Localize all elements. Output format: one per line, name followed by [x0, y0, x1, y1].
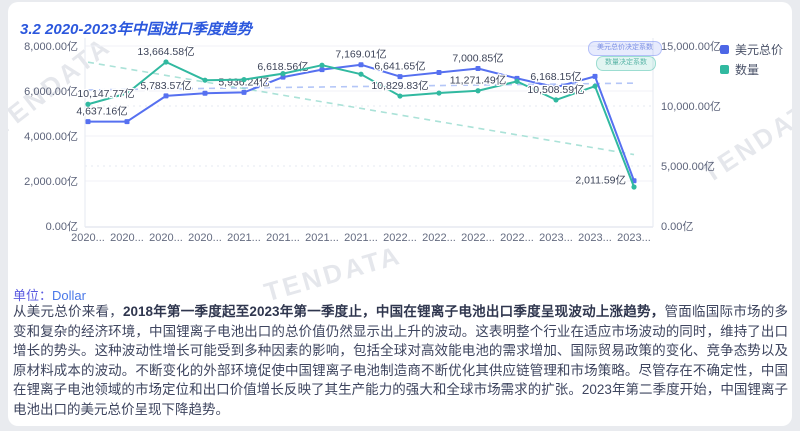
data-point: [163, 59, 169, 65]
data-label: 7,000.85亿: [452, 51, 503, 64]
analysis-paragraph: 从美元总价来看，2018年第一季度起至2023年第一季度止，中国在锂离子电池出口…: [13, 302, 788, 419]
data-point: [358, 62, 364, 68]
legend-label-usd: 美元总价: [735, 42, 784, 57]
data-label: 10,829.83亿: [371, 79, 428, 92]
data-label: 6,168.15亿: [530, 70, 581, 83]
analysis-prefix: 从美元总价来看，: [13, 304, 123, 319]
unit-label: 单位：: [13, 288, 53, 303]
data-point: [85, 101, 91, 107]
data-point: [397, 93, 403, 99]
left-axis-tick: 0.00亿: [46, 220, 78, 233]
data-point: [553, 84, 559, 90]
data-point: [163, 93, 169, 99]
x-axis-tick: 2020...: [188, 232, 222, 244]
data-point: [592, 73, 598, 79]
data-point: [124, 119, 130, 125]
data-point: [202, 90, 208, 96]
data-point: [631, 184, 637, 190]
data-point: [592, 83, 598, 89]
x-axis-tick: 2021...: [344, 232, 378, 244]
usd-legend-swatch: [720, 44, 729, 54]
left-axis-tick: 8,000.00亿: [24, 40, 78, 53]
left-axis-tick: 2,000.00亿: [24, 175, 78, 188]
x-axis-tick: 2020...: [149, 232, 183, 244]
data-label: 7,169.01亿: [335, 48, 386, 61]
x-axis-tick: 2023...: [617, 232, 651, 244]
x-axis-tick: 2021...: [266, 232, 300, 244]
legend-label-quantity: 数量: [735, 62, 760, 77]
data-point: [436, 70, 442, 76]
quantity-trendline-chip[interactable]: 数量决定系数: [596, 56, 656, 71]
data-point: [85, 119, 91, 125]
trend-chart: 8,000.00亿 6,000.00亿 4,000.00亿 2,000.00亿 0.00…: [24, 38, 721, 244]
data-label: 4,637.16亿: [76, 105, 127, 118]
x-axis-tick: 2023...: [578, 232, 612, 244]
x-axis-tick: 2020...: [110, 232, 144, 244]
legend-item-usd[interactable]: 美元总价: [720, 42, 784, 57]
data-label: 5,783.57亿: [140, 79, 191, 92]
x-axis-tick: 2021...: [227, 232, 261, 244]
quantity-legend-swatch: [720, 64, 729, 74]
data-point: [514, 78, 520, 84]
data-label: 11,271.49亿: [450, 74, 506, 87]
data-point: [280, 71, 286, 77]
analysis-bold: 2018年第一季度起至2023年第一季度止，中国在锂离子电池出口季度呈现波动上涨…: [122, 304, 665, 319]
data-point: [397, 74, 403, 80]
data-point: [475, 88, 481, 94]
data-label: 6,641.65亿: [374, 60, 425, 73]
data-label: 13,664.58亿: [137, 45, 194, 58]
x-axis-tick: 2022...: [422, 232, 456, 244]
section-title: 3.2 2020-2023年中国进口季度趋势: [20, 21, 252, 39]
data-label: 10,147.77亿: [77, 87, 134, 100]
right-axis-tick: 5,000.00亿: [661, 160, 715, 173]
x-axis-tick: 2022...: [461, 232, 495, 244]
report-card: TENDATA TENDATA TENDATA 3.2 2020-2023年中国…: [8, 2, 792, 426]
data-point: [553, 97, 559, 103]
data-point: [241, 89, 247, 95]
data-point: [436, 90, 442, 96]
data-point: [358, 71, 364, 77]
data-label: 10,508.59亿: [527, 83, 584, 96]
data-label: 2,011.59亿: [575, 174, 626, 187]
x-axis-tick: 2021...: [305, 232, 339, 244]
data-point: [241, 77, 247, 83]
usd-trendline-chip[interactable]: 美元总价决定系数: [588, 41, 662, 56]
right-axis-tick: 10,000.00亿: [661, 100, 721, 113]
data-point: [319, 62, 325, 68]
data-point: [475, 65, 481, 71]
left-axis-tick: 4,000.00亿: [24, 130, 78, 143]
unit-value: Dollar: [52, 288, 86, 303]
legend-item-quantity[interactable]: 数量: [720, 62, 783, 77]
data-point: [202, 77, 208, 83]
right-axis-tick: 15,000.00亿: [661, 40, 721, 53]
data-point: [319, 67, 325, 73]
analysis-rest: 管面临国际市场的多变和复杂的经济环境，中国锂离子电池出口的总价值仍然显示出上升的…: [13, 304, 788, 417]
left-axis-tick: 6,000.00亿: [24, 85, 78, 98]
x-axis-tick: 2020...: [71, 232, 105, 244]
chart-legend: 美元总价 数量: [720, 42, 783, 82]
x-axis-tick: 2022...: [500, 232, 534, 244]
right-axis-tick: 0.00亿: [661, 220, 693, 233]
x-axis-tick: 2023...: [539, 232, 573, 244]
x-axis-tick: 2022...: [383, 232, 417, 244]
unit-line: 单位：Dollar: [13, 285, 86, 304]
data-point: [124, 90, 130, 96]
trendline: [87, 61, 635, 156]
